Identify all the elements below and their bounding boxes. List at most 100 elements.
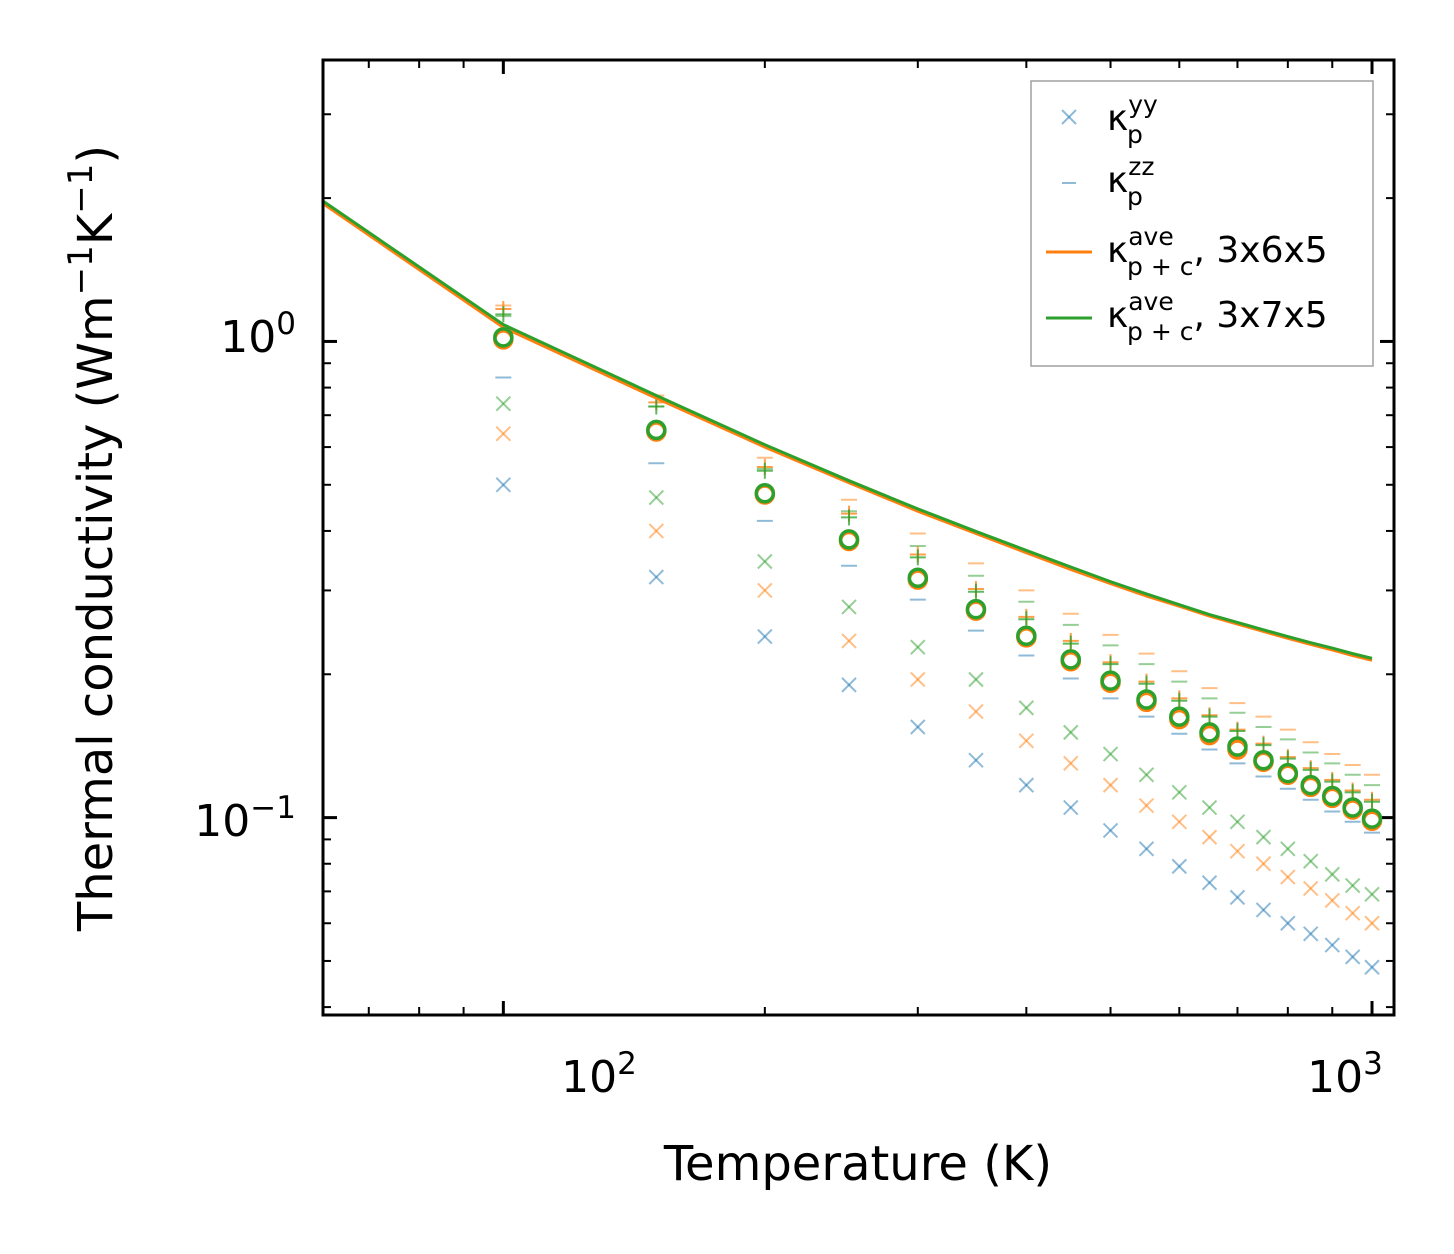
series-1-point-50 [235, 244, 249, 258]
series-1-point-600 [1171, 814, 1188, 830]
series-0-point-700 [1229, 889, 1246, 906]
circles-layer [233, 141, 1383, 831]
series-9-point-700 [1227, 736, 1248, 757]
series-2-point-450 [1063, 724, 1079, 741]
series-7-point-400 [1018, 611, 1035, 628]
series-10-line [323, 201, 1373, 662]
legend: κyy p κzz p κave p + c, 3x6x5 κave p + c, 3x… [1030, 80, 1374, 367]
series-0-point-950 [1344, 949, 1361, 965]
series-7-point-150 [648, 398, 665, 415]
series-0-point-250 [841, 677, 857, 693]
series-2-point-50 [235, 213, 249, 227]
series-0-point-400 [1018, 777, 1035, 793]
series-9-point-400 [1016, 625, 1037, 646]
series-2-point-950 [1344, 877, 1361, 894]
series-9-point-250 [838, 529, 860, 550]
series-0-point-800 [1280, 915, 1296, 931]
series-9-point-450 [1060, 649, 1082, 670]
series-9-point-750 [1253, 749, 1274, 771]
series-1-point-900 [1324, 892, 1340, 909]
series-1-point-800 [1280, 869, 1296, 885]
series-0-point-350 [968, 752, 984, 768]
series-6-point-50 [234, 110, 250, 126]
series-1-point-100 [495, 426, 512, 442]
series-1-point-650 [1201, 829, 1218, 845]
series-11-line [323, 199, 1373, 660]
series-1-point-700 [1229, 843, 1246, 859]
series-0-point-600 [1171, 858, 1188, 875]
series-2-point-100 [495, 396, 512, 412]
series-2-point-250 [841, 599, 857, 615]
series-1-point-750 [1255, 856, 1272, 872]
series-0-point-1000 [1364, 959, 1380, 975]
series-0-point-900 [1324, 937, 1340, 953]
series-9-point-1000 [1361, 808, 1383, 829]
plot-frame [321, 58, 1396, 1017]
series-1-point-850 [1302, 880, 1319, 897]
series-2-point-150 [648, 489, 665, 506]
y-tick-label-0.1: 10−1 [194, 790, 296, 847]
series-7-point-100 [495, 306, 512, 323]
series-7-point-550 [1138, 675, 1155, 692]
series-0-point-300 [910, 719, 926, 735]
series-0-point-450 [1063, 799, 1079, 816]
series-1-point-550 [1138, 797, 1155, 814]
series-9-point-500 [1100, 670, 1121, 691]
series-2-point-650 [1201, 799, 1218, 816]
series-0-point-650 [1201, 874, 1218, 891]
series-9-point-950 [1342, 797, 1363, 818]
series-9-point-100 [493, 327, 514, 348]
legend-label-yy: κyy p [1107, 90, 1158, 149]
legend-box [1030, 80, 1374, 367]
series-2-point-800 [1280, 841, 1296, 857]
series-1-point-350 [968, 703, 984, 720]
series-1-point-250 [841, 633, 857, 649]
series-2-point-750 [1255, 829, 1272, 845]
series-9-point-900 [1322, 785, 1343, 807]
series-1-point-500 [1102, 777, 1119, 793]
series-2-point-400 [1018, 700, 1035, 716]
legend-marker-yy [1061, 109, 1077, 125]
series-1-point-1000 [1364, 915, 1380, 931]
series-7-point-250 [841, 509, 858, 526]
series-7-point-1000 [1364, 793, 1381, 810]
series-7-point-300 [909, 549, 926, 566]
series-9-point-650 [1199, 722, 1220, 743]
series-9-point-200 [754, 482, 776, 504]
series-0-point-200 [757, 628, 773, 645]
series-2-point-700 [1229, 814, 1246, 830]
x-axis-label: Temperature (K) [663, 1136, 1052, 1192]
series-9-point-550 [1136, 689, 1157, 710]
series-1-point-950 [1344, 905, 1361, 921]
series-9-point-800 [1277, 762, 1299, 784]
series-0-point-750 [1255, 902, 1272, 918]
series-8-point-50 [233, 141, 250, 158]
x-tick-label-100: 102 [561, 1046, 637, 1103]
legend-label-zz: κzz p [1107, 152, 1154, 211]
series-2-point-850 [1302, 853, 1319, 869]
series-2-point-1000 [1364, 886, 1380, 903]
data-layer [233, 110, 1383, 975]
series-1-point-450 [1063, 755, 1079, 772]
series-7-point-350 [967, 583, 984, 600]
series-9-point-600 [1169, 706, 1190, 727]
series-9-point-850 [1300, 774, 1321, 796]
series-0-point-850 [1302, 926, 1319, 942]
series-0-point-500 [1102, 822, 1119, 839]
series-0-point-100 [495, 477, 512, 493]
series-9-point-150 [646, 419, 667, 441]
series-0-point-50 [235, 293, 249, 307]
series-2-point-200 [757, 553, 773, 570]
legend-label-3x6x5: κave p + c, 3x6x5 [1107, 222, 1328, 281]
series-7-point-50 [234, 117, 250, 133]
x-tick-label-1000: 103 [1307, 1046, 1383, 1103]
series-9-point-300 [907, 567, 929, 588]
series-7-point-650 [1201, 708, 1218, 725]
lines-layer [323, 199, 1373, 662]
series-7-point-450 [1062, 635, 1079, 652]
series-0-point-150 [648, 569, 665, 585]
series-2-point-600 [1171, 784, 1188, 801]
series-2-point-350 [968, 671, 984, 688]
series-7-point-600 [1171, 692, 1188, 709]
